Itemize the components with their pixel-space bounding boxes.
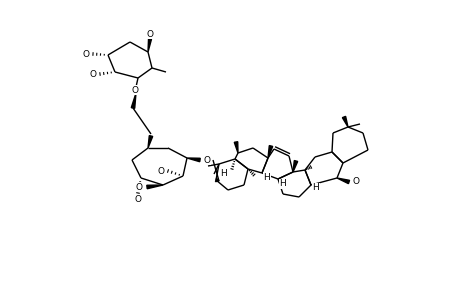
Text: H: H	[220, 169, 227, 178]
Polygon shape	[292, 160, 297, 172]
Polygon shape	[234, 142, 237, 153]
Text: O: O	[135, 182, 142, 191]
Text: H: H	[279, 179, 286, 188]
Polygon shape	[341, 116, 347, 127]
Polygon shape	[146, 185, 162, 189]
Text: H: H	[263, 172, 270, 182]
Text: O: O	[203, 155, 210, 164]
Polygon shape	[148, 39, 151, 52]
Polygon shape	[268, 146, 272, 158]
Polygon shape	[148, 136, 152, 148]
Text: H: H	[312, 184, 319, 193]
Polygon shape	[336, 178, 349, 184]
Polygon shape	[187, 158, 200, 162]
Text: O: O	[90, 70, 96, 79]
Polygon shape	[131, 93, 136, 108]
Text: O: O	[146, 29, 153, 38]
Text: O: O	[157, 167, 164, 176]
Text: O: O	[352, 178, 359, 187]
Text: O: O	[131, 85, 138, 94]
Text: O: O	[134, 194, 141, 203]
Text: O: O	[82, 50, 90, 58]
Polygon shape	[215, 178, 218, 182]
